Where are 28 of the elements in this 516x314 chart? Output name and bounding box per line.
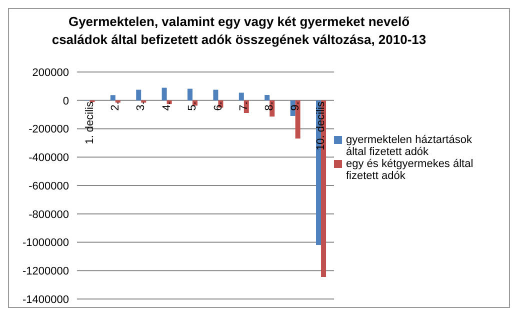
y-tick-label: -1200000 [22, 266, 69, 278]
x-tick-label: 1. decilis [84, 101, 96, 144]
bar [264, 94, 270, 100]
bar [238, 92, 244, 100]
bar [162, 88, 167, 100]
x-tick-label: 3. [135, 102, 148, 111]
x-tick-label: 2. [109, 102, 122, 111]
y-tick-label: 0 [62, 95, 69, 108]
x-tick-label: 9. [289, 102, 302, 111]
x-tick-label: 6. [212, 102, 224, 111]
y-tick-label: -600000 [28, 180, 69, 192]
y-tick-label: -800000 [28, 208, 69, 221]
bar [136, 90, 142, 100]
y-tick-label: -400000 [28, 152, 69, 164]
x-tick-label: 5. [186, 102, 199, 111]
x-tick-label: 10. decilis [315, 101, 328, 150]
bar [188, 88, 193, 100]
y-tick-label: -200000 [28, 124, 69, 136]
y-tick-label: -1400000 [22, 294, 69, 306]
bar [213, 90, 218, 100]
bar [110, 95, 116, 100]
chart-title: Gyermektelen, valamint egy vagy két gyermeket nevelő családok által befizetett adók összegének változása, 2010-13 [50, 13, 428, 49]
x-tick-label: 8. [264, 102, 276, 111]
y-tick-label: -1000000 [22, 237, 69, 250]
x-tick-label: 7. [238, 102, 250, 111]
x-tick-label: 4. [160, 102, 173, 111]
legend-label: egy és kétgyermekes által fizetett adók [346, 158, 474, 182]
y-tick-label: 200000 [32, 66, 69, 79]
